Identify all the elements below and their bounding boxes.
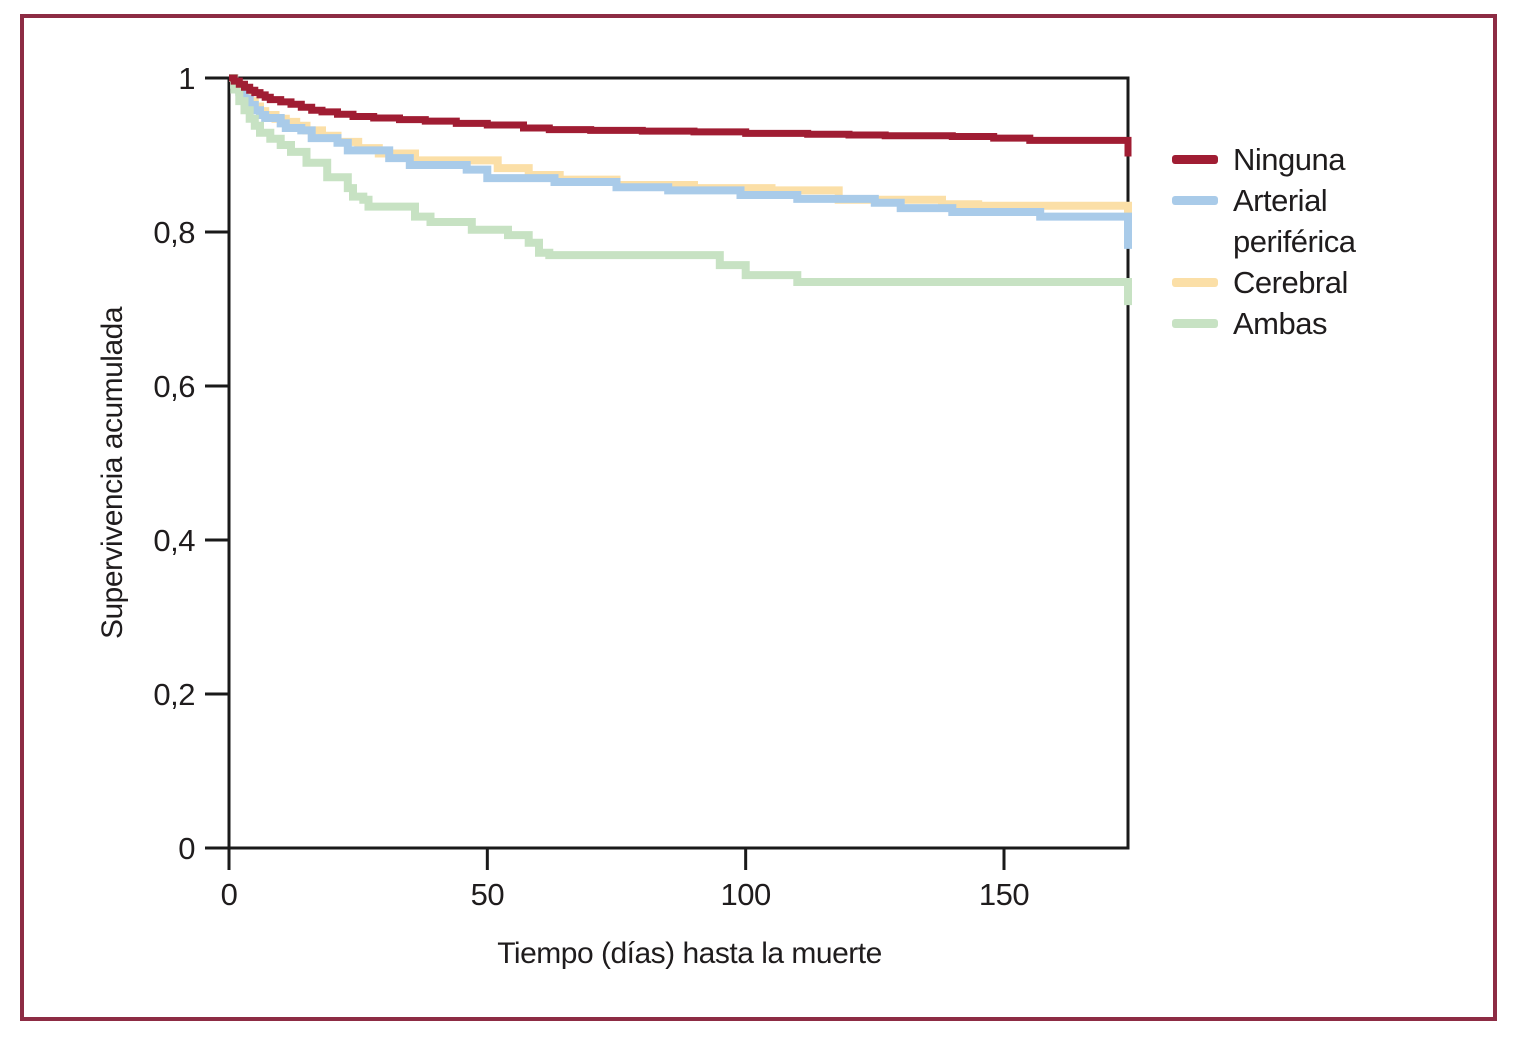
legend-item-arterial-perif-rica: Arterial periférica xyxy=(1172,180,1393,262)
x-tick-label: 100 xyxy=(721,877,771,912)
legend-label: Ambas xyxy=(1233,306,1327,341)
legend-swatch xyxy=(1172,196,1218,205)
legend-swatch xyxy=(1172,278,1218,287)
series-ninguna xyxy=(229,74,1132,157)
x-tick-label: 50 xyxy=(471,877,505,912)
x-axis-title: Tiempo (días) hasta la muerte xyxy=(497,937,882,970)
legend-swatch xyxy=(1172,319,1218,328)
y-tick-label: 0,8 xyxy=(153,215,195,250)
legend-label: Arterial periférica xyxy=(1233,183,1356,259)
legend-item-ambas: Ambas xyxy=(1172,303,1393,344)
legend-swatch xyxy=(1172,155,1218,164)
x-tick-label: 150 xyxy=(979,877,1029,912)
legend-label: Ninguna xyxy=(1233,142,1345,177)
y-tick-label: 0,4 xyxy=(153,523,195,558)
legend-item-cerebral: Cerebral xyxy=(1172,262,1393,303)
chart-legend: Ninguna Arterial periférica Cerebral Ambas xyxy=(1172,139,1393,344)
figure-border xyxy=(20,14,1497,1021)
y-tick-label: 1 xyxy=(178,61,195,96)
y-axis-title: Supervivencia acumulada xyxy=(96,306,129,639)
y-tick-label: 0,6 xyxy=(153,369,195,404)
series-arterial-perif-rica xyxy=(229,74,1132,249)
x-tick-label: 0 xyxy=(221,877,238,912)
plot-box xyxy=(227,76,1130,850)
y-tick-label: 0,2 xyxy=(153,677,195,712)
series-ambas xyxy=(229,74,1132,306)
y-tick-label: 0 xyxy=(178,831,195,866)
legend-item-ninguna: Ninguna xyxy=(1172,139,1393,180)
legend-label: Cerebral xyxy=(1233,265,1348,300)
